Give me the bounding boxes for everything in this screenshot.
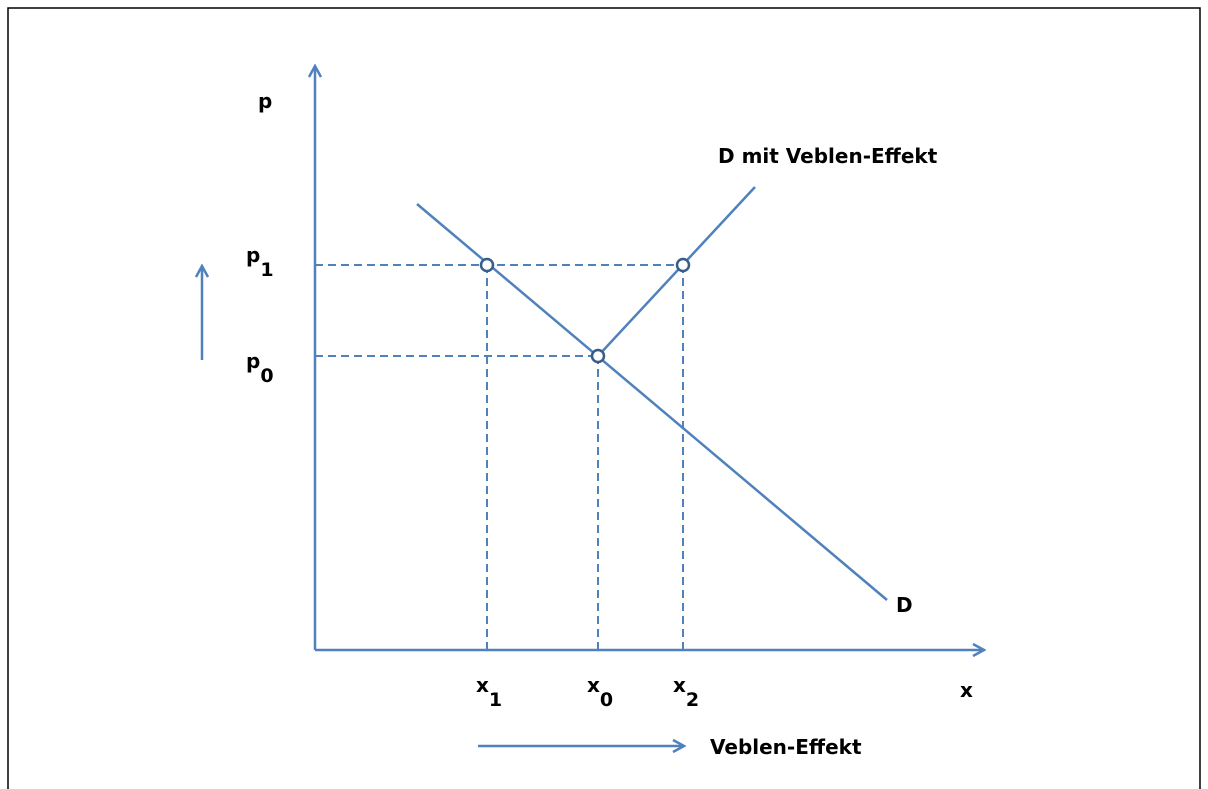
label-sub: 1	[260, 259, 273, 281]
label-base: x	[476, 673, 489, 697]
x-axis-label: x	[960, 678, 973, 702]
y-axis-label: p	[258, 89, 272, 113]
price-label: p1	[246, 243, 274, 281]
label-sub: 0	[600, 689, 613, 711]
label-base: p	[246, 243, 260, 267]
veblen-curve	[597, 186, 756, 357]
label-sub: 0	[260, 365, 273, 387]
effect-label: Veblen-Effekt	[710, 735, 862, 759]
price-label: p0	[246, 349, 274, 387]
label-base: x	[587, 673, 600, 697]
quantity-label: x1	[476, 673, 502, 711]
point	[479, 257, 495, 273]
demand-label: D	[896, 593, 913, 617]
veblen-curve-label: D mit Veblen-Effekt	[718, 144, 938, 168]
frame	[7, 7, 1201, 789]
label-base: p	[246, 349, 260, 373]
quantity-label: x2	[673, 673, 699, 711]
point	[590, 348, 606, 364]
demand-curve	[416, 203, 888, 601]
quantity-label: x0	[587, 673, 613, 711]
label-base: x	[673, 673, 686, 697]
point	[675, 257, 691, 273]
label-sub: 1	[489, 689, 502, 711]
label-sub: 2	[686, 689, 699, 711]
